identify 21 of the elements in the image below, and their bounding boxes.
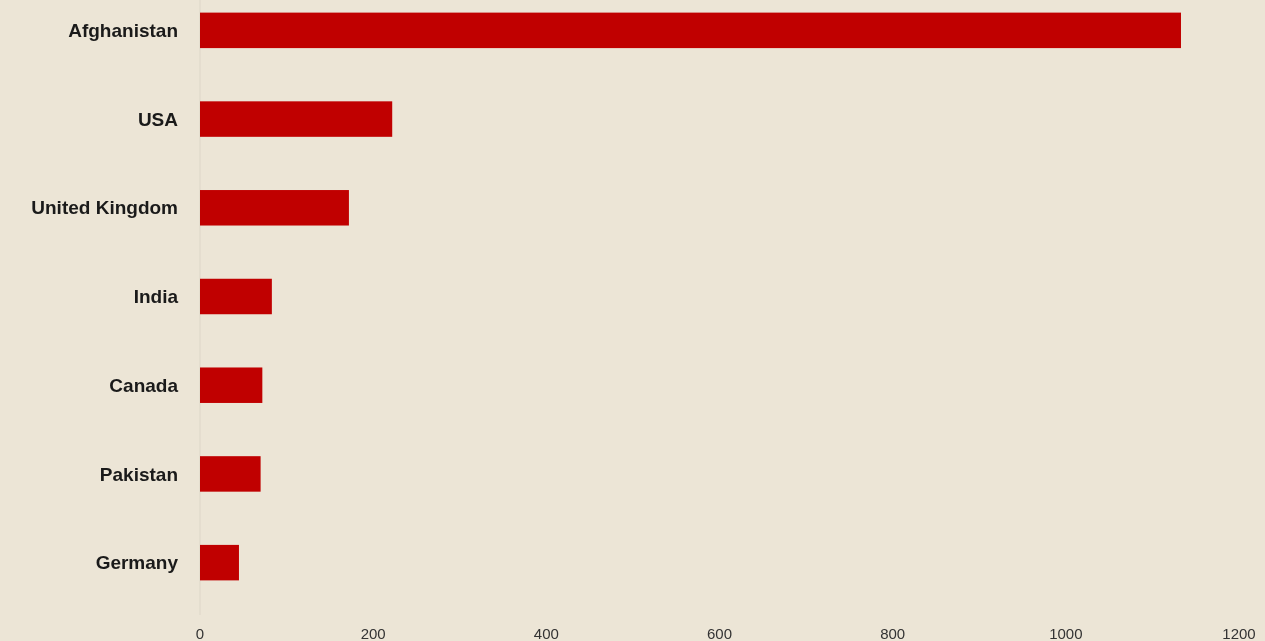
y-tick-label: USA (137, 108, 179, 130)
y-tick-label: Germany (95, 552, 179, 574)
bar (200, 101, 393, 137)
bar (200, 190, 349, 226)
y-tick-label: United Kingdom (31, 197, 178, 219)
y-tick-label: Afghanistan (68, 20, 178, 42)
bar (200, 456, 261, 492)
y-tick-label: Canada (109, 374, 179, 396)
x-tick-label: 0 (195, 625, 205, 641)
bar (200, 278, 272, 315)
bar (200, 12, 1181, 49)
x-tick-label: 400 (533, 625, 559, 641)
y-tick-label: India (133, 286, 179, 308)
x-tick-label: 600 (706, 625, 733, 641)
y-tick-label: Pakistan (99, 463, 178, 485)
bar (200, 367, 263, 403)
x-tick-label: 1000 (1049, 625, 1083, 641)
x-tick-label: 1200 (1222, 625, 1256, 641)
bar (200, 544, 239, 581)
x-tick-label: 200 (360, 625, 386, 641)
x-tick-label: 800 (880, 625, 906, 641)
